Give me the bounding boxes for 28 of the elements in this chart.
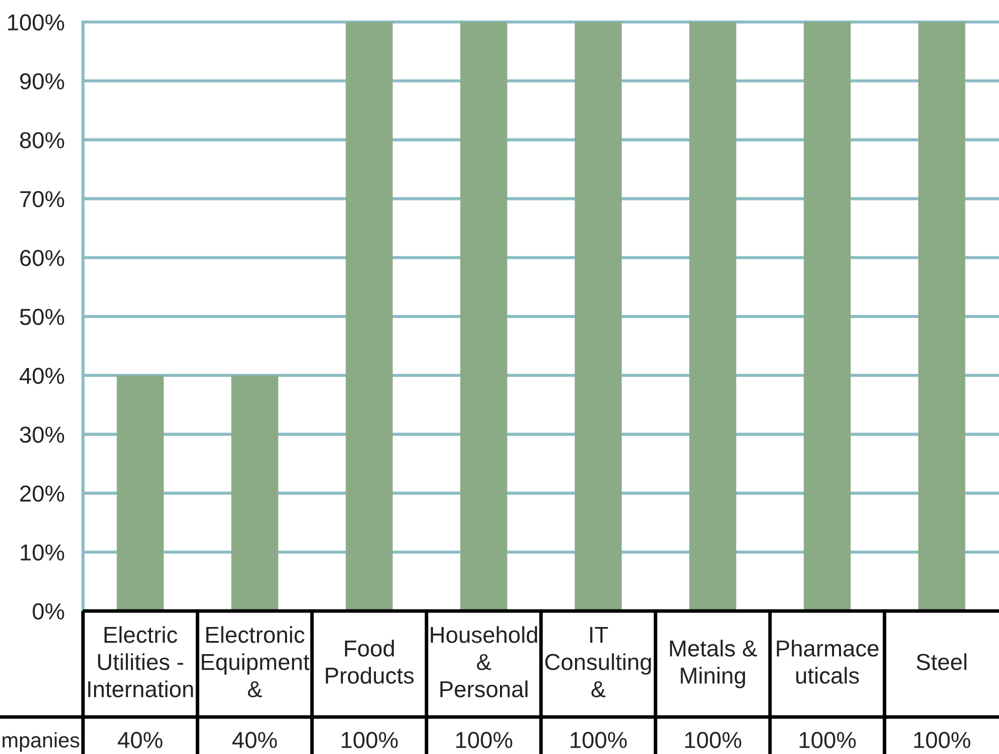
x-tick-label: Steel xyxy=(916,653,966,670)
data-label: 100% xyxy=(914,732,970,748)
y-tick-label: 100% xyxy=(8,14,64,31)
y-tick-label: 0% xyxy=(32,603,64,620)
data-label: 40% xyxy=(118,732,162,748)
y-tick-label: 20% xyxy=(20,486,64,502)
y-tick-label: 10% xyxy=(20,544,64,561)
data-label: 100% xyxy=(800,732,856,748)
y-tick-label: 70% xyxy=(20,191,64,208)
y-tick-label: 40% xyxy=(20,368,64,384)
data-label: 40% xyxy=(232,732,277,748)
x-tick-label: Electronic Equipment & xyxy=(202,626,310,698)
x-tick-label: Metals & Mining xyxy=(670,640,757,688)
text: mpanies xyxy=(2,732,80,752)
x-tick-label: Household & Personal xyxy=(430,626,538,698)
data-label: 100% xyxy=(685,732,742,748)
data-label: 100% xyxy=(570,732,627,748)
data-label: 100% xyxy=(456,732,512,748)
data-label: 100% xyxy=(342,732,398,748)
y-tick-label: 90% xyxy=(20,73,64,90)
y-tick-label: 30% xyxy=(20,426,64,443)
y-tick-label: 60% xyxy=(20,250,64,266)
y-tick-label: 50% xyxy=(20,308,64,326)
x-tick-label: IT Consulting & xyxy=(545,626,651,698)
y-tick-label: 80% xyxy=(20,132,64,148)
x-tick-label: Pharmace uticals xyxy=(776,640,878,684)
x-tick-label: Electric Utilities - Internation xyxy=(88,626,193,698)
x-tick-label: Food Products xyxy=(326,640,414,684)
